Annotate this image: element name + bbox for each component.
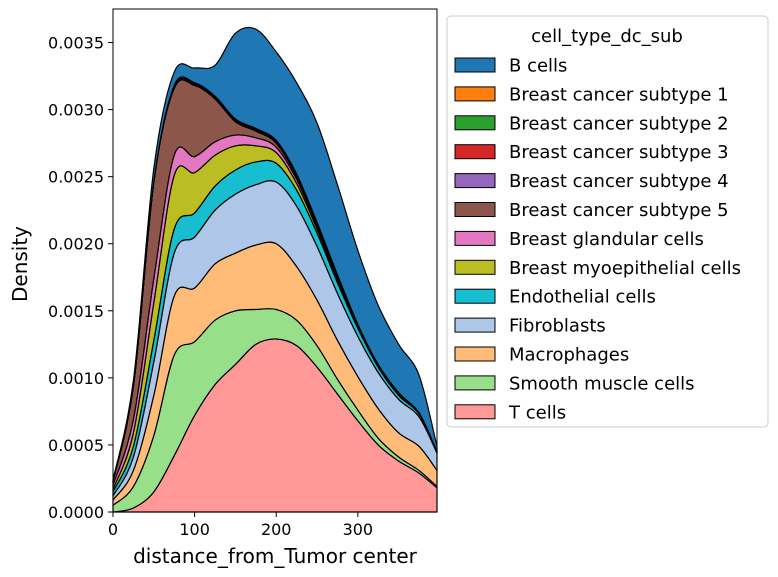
x-axis-label: distance_from_Tumor center	[133, 544, 418, 568]
legend-label-breast-cancer-subtype-1: Breast cancer subtype 1	[509, 84, 729, 105]
y-tick-label: 0.0030	[48, 101, 104, 120]
legend-swatch-macrophages	[454, 346, 496, 362]
legend-swatch-breast-cancer-subtype-3	[454, 144, 496, 160]
legend-swatch-smooth-muscle-cells	[454, 375, 496, 391]
legend-label-breast-cancer-subtype-4: Breast cancer subtype 4	[509, 171, 729, 192]
legend-label-breast-myoepithelial-cells: Breast myoepithelial cells	[509, 258, 741, 279]
y-tick-label: 0.0000	[48, 503, 104, 522]
y-tick-label: 0.0005	[48, 436, 104, 455]
y-axis-label: Density	[8, 226, 32, 302]
y-tick-label: 0.0035	[48, 34, 104, 53]
y-axis-ticks: 0.0000 0.0005 0.0010 0.0015 0.0020 0.0025 0.00…	[48, 34, 113, 522]
plot-areas	[112, 26, 438, 513]
y-tick-label: 0.0020	[48, 235, 104, 254]
x-tick-label: 200	[261, 520, 292, 539]
legend: cell_type_dc_sub B cells Breast cancer su…	[446, 15, 769, 428]
legend-label-endothelial-cells: Endothelial cells	[509, 287, 656, 308]
x-axis-ticks: 0 100 200 300	[108, 512, 373, 539]
legend-title: cell_type_dc_sub	[531, 26, 683, 47]
legend-swatch-fibroblasts	[454, 317, 496, 333]
legend-swatch-breast-glandular-cells	[454, 230, 496, 246]
y-tick-label: 0.0025	[48, 168, 104, 187]
legend-swatch-b-cells	[454, 57, 496, 73]
legend-swatch-breast-cancer-subtype-2	[454, 115, 496, 131]
legend-swatch-breast-cancer-subtype-1	[454, 86, 496, 102]
legend-label-breast-glandular-cells: Breast glandular cells	[509, 229, 704, 250]
x-tick-label: 300	[343, 520, 374, 539]
legend-label-t-cells: T cells	[508, 402, 566, 423]
legend-label-smooth-muscle-cells: Smooth muscle cells	[509, 373, 695, 394]
plot-frame	[112, 8, 438, 513]
legend-frame	[446, 15, 769, 428]
legend-swatch-t-cells	[454, 404, 496, 420]
legend-swatch-breast-cancer-subtype-4	[454, 173, 496, 189]
y-tick-label: 0.0015	[48, 302, 104, 321]
x-tick-label: 100	[179, 520, 210, 539]
legend-label-b-cells: B cells	[509, 56, 567, 77]
legend-label-breast-cancer-subtype-5: Breast cancer subtype 5	[509, 200, 729, 221]
legend-label-breast-cancer-subtype-3: Breast cancer subtype 3	[509, 142, 729, 163]
legend-label-breast-cancer-subtype-2: Breast cancer subtype 2	[509, 113, 729, 134]
legend-label-macrophages: Macrophages	[509, 345, 629, 366]
legend-label-fibroblasts: Fibroblasts	[509, 316, 606, 337]
legend-items: B cells Breast cancer subtype 1 Breast can…	[454, 56, 741, 423]
legend-swatch-breast-myoepithelial-cells	[454, 259, 496, 275]
x-tick-label: 0	[108, 520, 118, 539]
legend-swatch-breast-cancer-subtype-5	[454, 202, 496, 217]
y-tick-label: 0.0010	[48, 369, 104, 388]
legend-swatch-endothelial-cells	[454, 288, 496, 304]
